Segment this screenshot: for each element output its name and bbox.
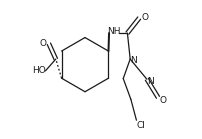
Text: N: N (130, 56, 137, 65)
Text: O: O (40, 39, 47, 48)
Text: O: O (142, 13, 149, 22)
Text: NH: NH (107, 27, 121, 36)
Text: HO: HO (32, 66, 46, 75)
Text: O: O (159, 96, 166, 105)
Text: Cl: Cl (136, 121, 145, 130)
Text: N: N (147, 77, 154, 86)
